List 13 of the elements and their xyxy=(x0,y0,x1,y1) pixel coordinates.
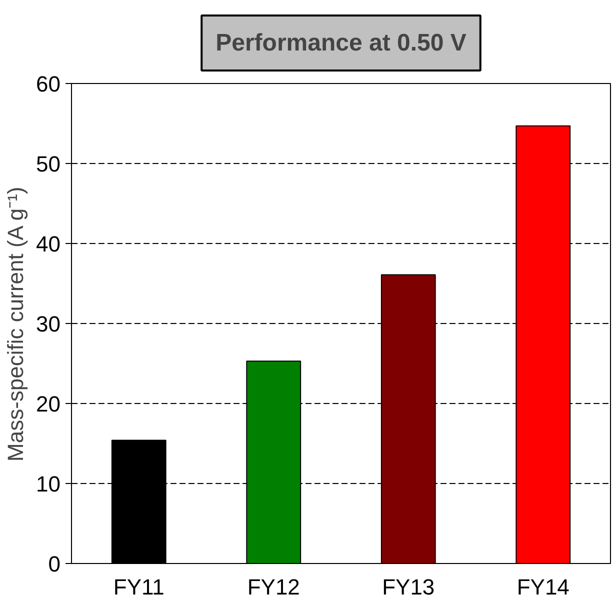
y-axis-title: Mass-specific current (A g⁻¹) xyxy=(3,186,28,462)
y-tick-label: 10 xyxy=(36,472,61,496)
x-tick-label: FY11 xyxy=(113,574,164,600)
x-tick-label: FY12 xyxy=(247,574,300,600)
x-tick-label: FY14 xyxy=(516,574,570,600)
y-tick-label: 30 xyxy=(36,312,61,336)
y-tick-label: 50 xyxy=(36,152,61,176)
x-tick-label: FY13 xyxy=(382,574,435,600)
y-tick-label: 20 xyxy=(36,392,61,416)
y-tick-label: 40 xyxy=(36,232,61,256)
y-tick-label: 0 xyxy=(48,552,61,576)
y-tick-label: 60 xyxy=(36,72,61,96)
chart-title: Performance at 0.50 V xyxy=(216,30,466,56)
